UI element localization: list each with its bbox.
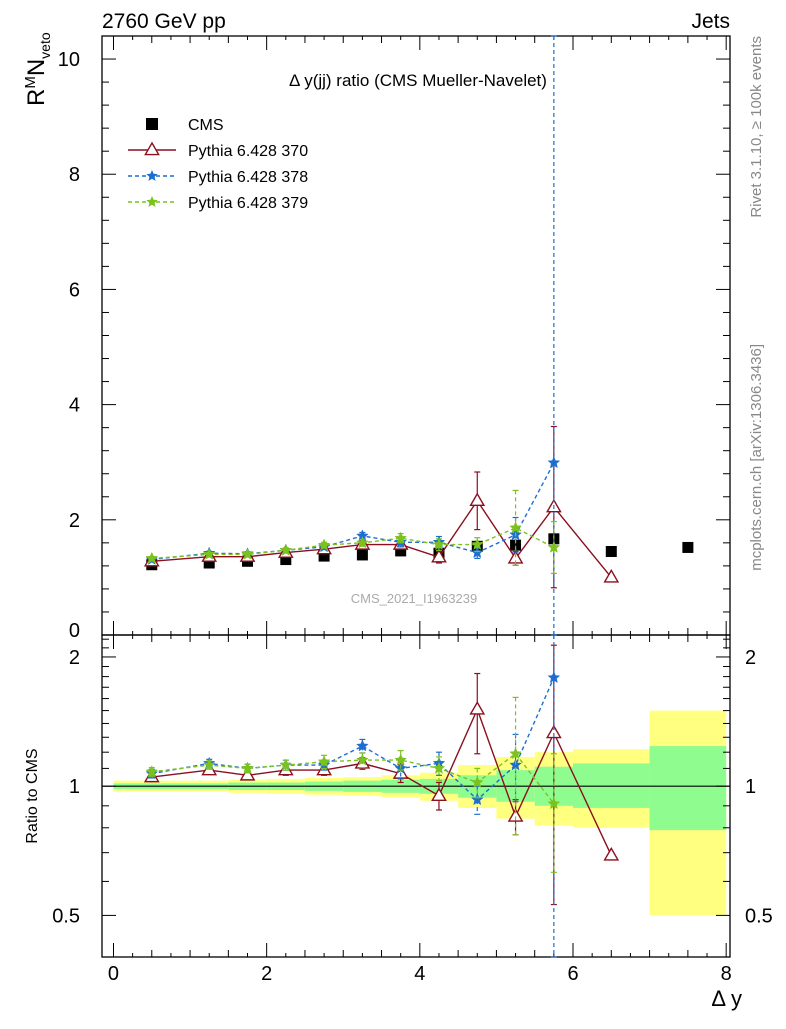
- ratio-y-tick-label-left: 1: [69, 776, 80, 798]
- ratio-frame: [101, 634, 731, 958]
- series-1-main-point: [603, 569, 620, 583]
- series-2-ratio-point: [470, 793, 484, 806]
- legend-label-cms: CMS: [188, 117, 224, 134]
- series-1-main-point: [469, 492, 486, 507]
- series-3-ratio-point: [470, 775, 484, 788]
- series-1-ratio-point: [431, 787, 447, 801]
- series-3-ratio-point: [317, 755, 331, 768]
- legend-marker-series-1: [144, 141, 160, 156]
- x-tick-label: 8: [721, 963, 732, 985]
- cms-data-point: [510, 539, 522, 551]
- ratio-y-tick-label-left: 2: [69, 647, 80, 669]
- series-3-main-point: [394, 531, 408, 544]
- x-tick-label: 4: [414, 963, 425, 985]
- series-3-main-point: [279, 543, 293, 556]
- cms-data-point: [280, 554, 292, 566]
- ratio-y-tick-label-right: 1: [745, 776, 756, 798]
- x-tick-label: 2: [261, 963, 272, 985]
- series-2-ratio-line: [151, 677, 555, 801]
- series-1-ratio-point: [239, 766, 256, 781]
- cms-data-point: [203, 557, 215, 569]
- cms-data-point: [395, 545, 407, 557]
- series-1-main-line: [151, 499, 612, 578]
- main-y-tick-label: 4: [69, 395, 80, 417]
- series-3-main-point: [145, 551, 159, 564]
- cms-data-point: [356, 549, 368, 561]
- rivet-label: Rivet 3.1.10, ≥ 100k events: [748, 36, 765, 218]
- series-3-ratio-point: [547, 797, 561, 810]
- series-1-ratio-point: [507, 808, 524, 822]
- ratio-y-tick-label-right: 0.5: [745, 905, 773, 927]
- header-right: Jets: [691, 10, 730, 33]
- series-3-ratio-point: [432, 761, 446, 774]
- mcplots-label: mcplots.cern.ch [arXiv:1306.3436]: [748, 344, 765, 571]
- series-2-main-point: [547, 456, 561, 469]
- legend-label-series-2: Pythia 6.428 378: [188, 169, 308, 186]
- series-3-ratio-point: [202, 758, 216, 771]
- series-1-main-point: [431, 548, 447, 563]
- legend: CMS Pythia 6.428 370 Pythia 6.428 378 Pythi…: [128, 117, 308, 212]
- ratio-y-tick-label-right: 2: [745, 647, 756, 669]
- series-1-ratio-point: [603, 846, 620, 861]
- chart-title: Δ y(jj) ratio (CMS Mueller-Navelet): [289, 71, 547, 90]
- series-3-main-point: [202, 547, 216, 560]
- legend-marker-cms: [146, 118, 158, 130]
- series-3-ratio-point: [356, 753, 369, 766]
- legend-marker-series-2: [146, 170, 158, 181]
- series-3-ratio-point: [394, 753, 408, 766]
- cms-data-point: [682, 541, 694, 553]
- ratio-panel: 0 2 4 6 8Δ y 0.5 0.5 1 1 2 2 Ratio to CMS: [24, 634, 773, 1011]
- series-1-ratio-point: [469, 700, 486, 715]
- main-y-tick-label: 8: [69, 164, 80, 186]
- series-3-main-point: [509, 521, 522, 534]
- series-1-ratio-point: [545, 724, 562, 739]
- series-3-ratio-point: [279, 758, 293, 771]
- cms-data-point: [318, 550, 330, 562]
- series-3-ratio-point: [241, 761, 254, 774]
- legend-marker-series-3: [146, 196, 158, 207]
- header-left: 2760 GeV pp: [102, 10, 226, 33]
- main-y-axis-label: RMNveto: [22, 32, 53, 106]
- main-y-tick-label: 2: [69, 510, 80, 532]
- series-3-main-point: [470, 537, 484, 550]
- ratio-y-axis-label: Ratio to CMS: [24, 748, 41, 843]
- main-y-tick-label: 0: [69, 620, 80, 642]
- series-2-ratio-point: [547, 670, 561, 684]
- x-tick-label: 6: [567, 963, 578, 985]
- ratio-y-tick-label-left: 0.5: [52, 905, 80, 927]
- series-2-main-line: [151, 462, 555, 561]
- series-2-ratio-point: [356, 739, 369, 752]
- main-y-tick-label: 6: [69, 279, 80, 301]
- series-3-main-point: [547, 540, 561, 553]
- legend-label-series-3: Pythia 6.428 379: [188, 195, 308, 212]
- series-3-ratio-point: [145, 765, 159, 778]
- watermark: CMS_2021_I1963239: [351, 591, 478, 606]
- stat-uncertainty-band: [649, 746, 727, 831]
- series-3-main-point: [356, 536, 369, 549]
- series-1-ratio-line: [151, 707, 612, 856]
- legend-label-series-1: Pythia 6.428 370: [188, 143, 308, 160]
- x-axis-label: Δ y: [711, 986, 742, 1011]
- main-y-tick-label: 10: [58, 49, 80, 71]
- series-3-ratio-point: [509, 747, 522, 760]
- x-tick-label: 0: [108, 963, 119, 985]
- series-3-main-point: [432, 537, 446, 550]
- cms-data-point: [605, 545, 617, 557]
- series-3-main-point: [317, 538, 331, 551]
- series-3-main-point: [241, 547, 254, 560]
